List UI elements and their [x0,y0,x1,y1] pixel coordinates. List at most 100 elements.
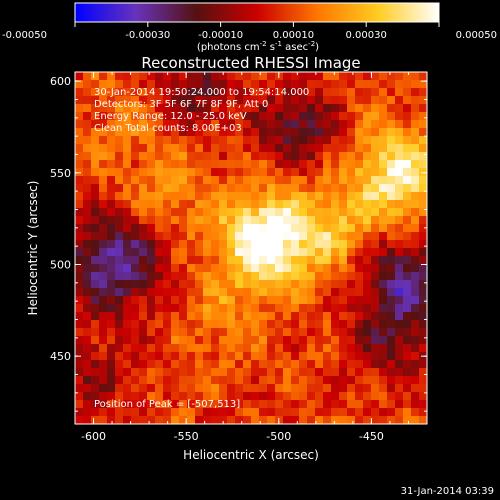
heatmap-cell [83,184,92,193]
heatmap-cell [179,416,188,424]
heatmap-cell [179,152,188,161]
heatmap-cell [419,344,427,353]
heatmap-cell [371,368,380,377]
heatmap-cell [259,416,268,424]
heatmap-cell [371,392,380,401]
heatmap-cell [195,376,204,385]
heatmap-cell [371,408,380,417]
heatmap-cell [235,184,244,193]
heatmap-cell [171,72,180,81]
heatmap-cell [355,152,364,161]
heatmap-cell [251,184,260,193]
heatmap-cell [91,296,100,305]
heatmap-cell [411,280,420,289]
heatmap-cell [235,376,244,385]
heatmap-cell [107,176,116,185]
heatmap-cell [179,304,188,313]
heatmap-cell [99,408,108,417]
heatmap-cell [251,128,260,137]
heatmap-cell [355,256,364,265]
heatmap-cell [123,328,132,337]
heatmap-cell [203,376,212,385]
heatmap-cell [219,144,228,153]
heatmap-cell [163,112,172,121]
heatmap-cell [395,288,404,297]
heatmap-cell [259,272,268,281]
heatmap-cell [91,360,100,369]
heatmap-cell [147,360,156,369]
heatmap-cell [371,312,380,321]
heatmap-cell [147,144,156,153]
heatmap-cell [243,104,252,113]
heatmap-cell [395,264,404,273]
heatmap-cell [243,256,252,265]
heatmap-cell [107,352,116,361]
heatmap-cell [299,336,308,345]
heatmap-cell [163,360,172,369]
heatmap-cell [91,248,100,257]
heatmap-cell [291,272,300,281]
heatmap-cell [227,288,236,297]
heatmap-cell [203,136,212,145]
heatmap-cell [315,160,324,169]
heatmap-cell [179,144,188,153]
heatmap-cell [107,112,116,121]
heatmap-cell [267,336,276,345]
heatmap-cell [339,416,348,424]
heatmap-cell [355,296,364,305]
plot-frame [74,71,428,425]
heatmap-cell [347,120,356,129]
heatmap-cell [107,216,116,225]
heatmap-cell [227,376,236,385]
heatmap-cell [307,112,316,121]
heatmap-cell [323,368,332,377]
heatmap-cell [91,184,100,193]
heatmap-cell [99,192,108,201]
heatmap-cell [171,352,180,361]
heatmap-cell [411,72,420,81]
heatmap-cell [115,256,124,265]
heatmap-cell [363,400,372,409]
heatmap-cell [379,248,388,257]
heatmap-cell [363,344,372,353]
heatmap-cell [331,216,340,225]
heatmap-cell [251,144,260,153]
heatmap-cell [387,112,396,121]
heatmap-cell [331,408,340,417]
heatmap-cell [419,416,427,424]
heatmap-cell [187,80,196,89]
heatmap-cell [139,376,148,385]
heatmap-cell [243,224,252,233]
heatmap-cell [99,224,108,233]
heatmap-cell [211,224,220,233]
heatmap-cell [339,72,348,81]
heatmap-cell [315,112,324,121]
heatmap-cell [187,408,196,417]
heatmap-cell [187,416,196,424]
heatmap-cell [139,88,148,97]
heatmap-cell [363,136,372,145]
heatmap-cell [99,280,108,289]
heatmap-cell [315,80,324,89]
heatmap-cell [75,288,84,297]
heatmap-cell [123,384,132,393]
heatmap-cell [307,376,316,385]
heatmap-cell [107,320,116,329]
heatmap-cell [283,80,292,89]
heatmap-cell [203,176,212,185]
heatmap-cell [227,176,236,185]
heatmap-cell [243,400,252,409]
heatmap-cell [355,336,364,345]
heatmap-cell [163,192,172,201]
heatmap-cell [395,120,404,129]
heatmap-cell [283,304,292,313]
heatmap-cell [139,264,148,273]
heatmap-cell [147,256,156,265]
heatmap-cell [171,400,180,409]
heatmap-cell [171,312,180,321]
heatmap-cell [235,88,244,97]
heatmap-cell [387,408,396,417]
heatmap-cell [227,96,236,105]
heatmap-cell [171,392,180,401]
heatmap-cell [411,352,420,361]
